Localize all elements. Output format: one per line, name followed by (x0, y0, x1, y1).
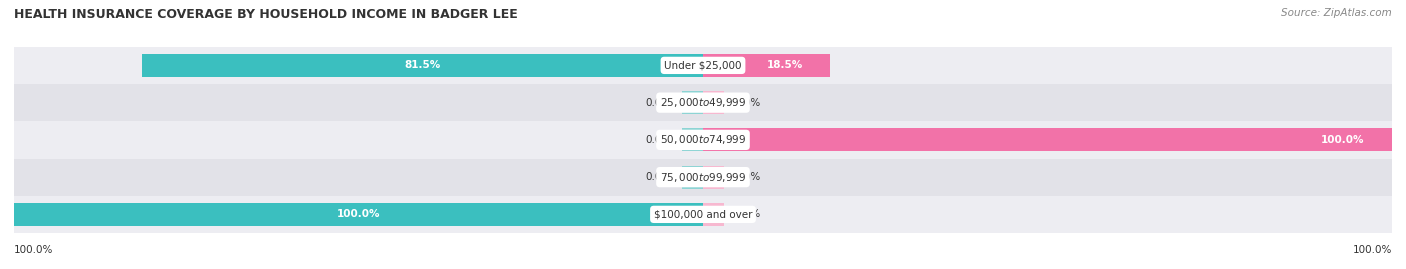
Bar (682, 91, 703, 114)
Text: Under $25,000: Under $25,000 (664, 60, 742, 70)
Bar (14, 84, 1392, 121)
Text: 100.0%: 100.0% (1320, 135, 1364, 145)
Bar (14, 203, 703, 226)
Text: Source: ZipAtlas.com: Source: ZipAtlas.com (1281, 8, 1392, 18)
Text: $75,000 to $99,999: $75,000 to $99,999 (659, 171, 747, 184)
Text: $50,000 to $74,999: $50,000 to $74,999 (659, 133, 747, 146)
Text: 0.0%: 0.0% (645, 172, 672, 182)
Bar (703, 91, 724, 114)
Text: 0.0%: 0.0% (734, 209, 761, 220)
Text: $25,000 to $49,999: $25,000 to $49,999 (659, 96, 747, 109)
Bar (14, 121, 1392, 158)
Text: 18.5%: 18.5% (766, 60, 803, 70)
Bar (682, 166, 703, 189)
Text: 0.0%: 0.0% (645, 135, 672, 145)
Bar (14, 47, 1392, 84)
Text: 0.0%: 0.0% (734, 172, 761, 182)
Bar (703, 54, 831, 77)
Bar (142, 54, 703, 77)
Text: $100,000 and over: $100,000 and over (654, 209, 752, 220)
Bar (703, 166, 724, 189)
Bar (14, 158, 1392, 196)
Bar (682, 128, 703, 151)
Text: 81.5%: 81.5% (404, 60, 440, 70)
Bar (703, 128, 1392, 151)
Text: 0.0%: 0.0% (645, 98, 672, 108)
Text: 100.0%: 100.0% (337, 209, 380, 220)
Text: 0.0%: 0.0% (734, 98, 761, 108)
Text: HEALTH INSURANCE COVERAGE BY HOUSEHOLD INCOME IN BADGER LEE: HEALTH INSURANCE COVERAGE BY HOUSEHOLD I… (14, 8, 517, 21)
Bar (703, 203, 724, 226)
Text: 100.0%: 100.0% (14, 245, 53, 255)
Text: 100.0%: 100.0% (1353, 245, 1392, 255)
Bar (14, 196, 1392, 233)
